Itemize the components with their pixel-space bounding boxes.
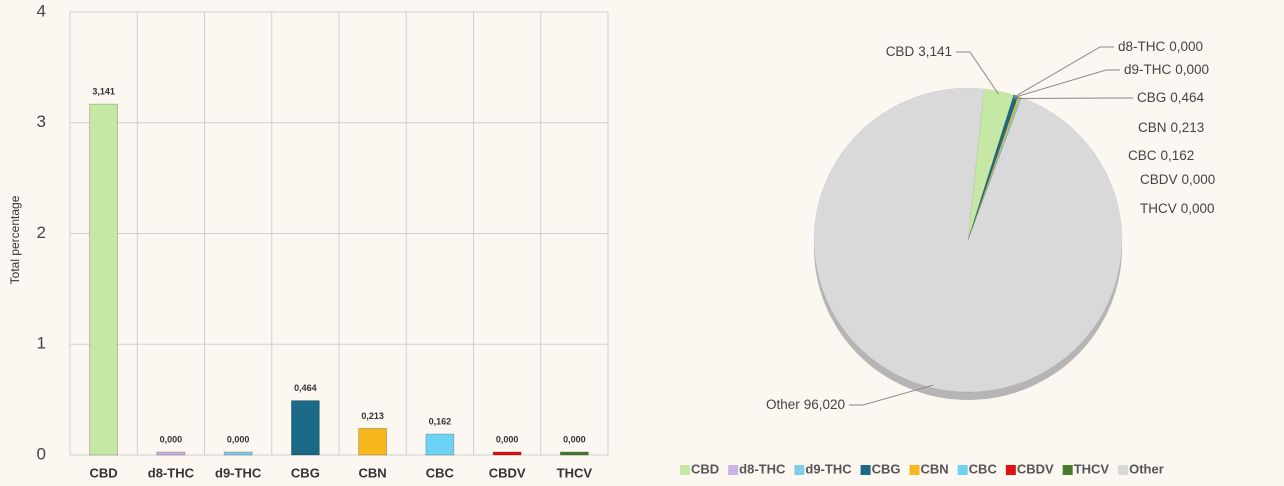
y-tick-label: 3 (37, 112, 46, 131)
legend-label: CBD (691, 461, 719, 476)
x-tick-label: d9-THC (215, 465, 262, 480)
y-axis-label: Total percentage (8, 195, 22, 284)
legend-label: CBC (969, 461, 998, 476)
pie-label-value: 0,162 (1161, 148, 1195, 163)
pie-label: CBN 0,213 (1138, 120, 1204, 135)
pie-slice (814, 88, 1122, 392)
legend-swatch (680, 465, 690, 475)
pie-label-name: CBD (886, 44, 915, 59)
bar (493, 452, 521, 455)
pie-label-name: d8-THC (1118, 39, 1166, 54)
pie-label-name: THCV (1140, 201, 1177, 216)
legend-label: CBDV (1017, 461, 1054, 476)
pie-label-name: CBN (1138, 120, 1167, 135)
legend-swatch (794, 465, 804, 475)
legend-swatch (958, 465, 968, 475)
bar (157, 452, 185, 455)
pie-label-value: 0,000 (1175, 62, 1209, 77)
bar (291, 401, 319, 455)
bar (90, 104, 118, 455)
pie-label: CBC 0,162 (1128, 148, 1194, 163)
bar (560, 452, 588, 455)
legend-swatch (910, 465, 920, 475)
legend-swatch (728, 465, 738, 475)
legend-swatch (1006, 465, 1016, 475)
pie-label-value: 0,000 (1181, 201, 1215, 216)
pie-label-name: CBC (1128, 148, 1157, 163)
pie-label: CBG 0,464 (1137, 90, 1205, 105)
legend-label: Other (1129, 461, 1164, 476)
y-tick-label: 2 (37, 223, 46, 242)
value-label: 0,000 (227, 434, 250, 444)
legend-label: CBN (921, 461, 949, 476)
value-label: 0,162 (429, 416, 452, 426)
value-label: 3,141 (92, 87, 115, 97)
pie-label: Other 96,020 (766, 397, 845, 412)
x-tick-label: CBN (359, 465, 387, 480)
y-tick-label: 0 (37, 444, 46, 463)
pie-label-value: 0,464 (1170, 90, 1204, 105)
pie-label-name: Other (766, 397, 800, 412)
y-tick-label: 1 (37, 334, 46, 353)
legend-swatch (1118, 465, 1128, 475)
pie-label-value: 0,213 (1171, 120, 1205, 135)
x-tick-label: CBDV (489, 465, 526, 480)
legend-label: CBG (872, 461, 901, 476)
page: Total percentage 012343,141CBD0,000d8-TH… (0, 0, 1284, 486)
pie-label-name: CBDV (1140, 172, 1178, 187)
pie-label-name: CBG (1137, 90, 1166, 105)
x-tick-label: CBG (291, 465, 320, 480)
pie-label-value: 96,020 (804, 397, 845, 412)
pie-label-value: 0,000 (1169, 39, 1203, 54)
legend-swatch (861, 465, 871, 475)
legend-swatch (1063, 465, 1073, 475)
pie-label-value: 3,141 (918, 44, 952, 59)
value-label: 0,213 (361, 411, 384, 421)
y-tick-label: 4 (37, 1, 46, 20)
value-label: 0,464 (294, 383, 317, 393)
x-tick-label: THCV (557, 465, 593, 480)
pie-label-name: d9-THC (1124, 62, 1172, 77)
bar (359, 428, 387, 455)
value-label: 0,000 (563, 434, 586, 444)
bar (224, 452, 252, 455)
x-tick-label: d8-THC (148, 465, 195, 480)
legend-label: d9-THC (805, 461, 852, 476)
legend-label: THCV (1074, 461, 1110, 476)
x-tick-label: CBD (90, 465, 118, 480)
x-tick-label: CBC (426, 465, 455, 480)
legend-label: d8-THC (739, 461, 786, 476)
bar (426, 434, 454, 455)
value-label: 0,000 (496, 434, 519, 444)
value-label: 0,000 (160, 434, 183, 444)
pie-label-value: 0,000 (1182, 172, 1216, 187)
